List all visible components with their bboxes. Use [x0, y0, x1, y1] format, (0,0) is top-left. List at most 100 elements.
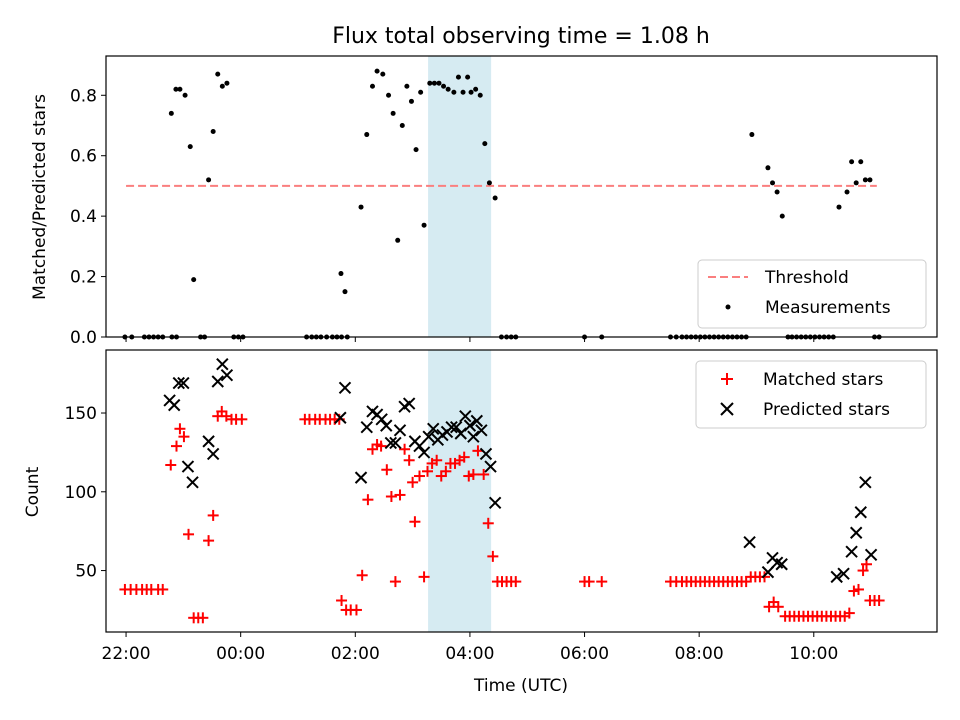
measurement-point: [445, 86, 451, 92]
x-tick-label: 06:00: [560, 644, 609, 664]
matched-star-point: [174, 423, 186, 435]
matched-star-point: [389, 576, 401, 588]
measurement-point: [338, 271, 344, 277]
matched-star-point: [403, 454, 415, 466]
y-tick-label: 50: [75, 562, 97, 582]
measurement-point: [486, 180, 492, 186]
predicted-star-point: [206, 447, 220, 461]
measurement-point: [436, 80, 442, 86]
matched-star-point: [350, 604, 362, 616]
x-tick-label: 08:00: [675, 644, 724, 664]
predicted-star-point: [854, 506, 867, 519]
top-legend: Threshold Measurements: [697, 259, 927, 329]
measurement-point: [206, 177, 212, 183]
measurement-point: [224, 80, 230, 86]
predicted-legend-swatch: [720, 402, 734, 416]
predicted-star-point: [445, 420, 458, 434]
predicted-star-point: [167, 398, 181, 412]
matched-legend-label: Matched stars: [763, 370, 883, 390]
measurement-point: [421, 222, 427, 228]
matched-star-point: [197, 612, 209, 624]
matched-star-point: [857, 565, 869, 577]
bottom-y-axis-label: Count: [23, 466, 43, 517]
matched-star-point: [381, 464, 393, 476]
matched-star-point: [336, 594, 348, 606]
predicted-star-point: [427, 422, 440, 435]
bottom-legend: Matched stars Predicted stars: [695, 360, 927, 429]
measurement-point: [849, 159, 855, 165]
matched-star-point: [399, 443, 411, 455]
predicted-star-point: [488, 496, 502, 510]
bottom-y-ticks: 50 100 150: [65, 404, 106, 582]
measurement-point: [374, 68, 380, 74]
x-tick-label: 10:00: [789, 644, 838, 664]
matched-legend-swatch: [721, 373, 733, 385]
matched-star-point: [510, 576, 522, 588]
y-tick-label: 0.0: [70, 328, 97, 348]
matched-star-point: [178, 431, 190, 443]
predicted-star-point: [743, 535, 756, 549]
matched-star-point: [385, 491, 397, 503]
predicted-star-point: [354, 471, 368, 484]
measurement-point: [455, 74, 461, 80]
top-x-ticks: [125, 337, 815, 342]
predicted-star-point: [845, 545, 858, 558]
matched-star-point: [418, 571, 430, 583]
predicted-star-point: [422, 430, 435, 443]
matched-star-point: [873, 594, 885, 606]
measurements-legend-label: Measurements: [765, 298, 891, 318]
measurement-point: [477, 92, 483, 98]
x-tick-label: 00:00: [216, 644, 265, 664]
measurement-point: [765, 165, 771, 171]
threshold-legend-label: Threshold: [764, 268, 849, 288]
measurement-point: [390, 110, 396, 116]
predicted-star-point: [380, 419, 393, 432]
measurement-point: [380, 71, 386, 77]
measurement-point: [749, 132, 755, 138]
matched-star-point: [440, 465, 452, 477]
matched-star-point: [467, 468, 479, 480]
measurement-point: [853, 180, 859, 186]
matched-star-point: [407, 476, 419, 488]
predicted-star-point: [181, 460, 195, 473]
measurement-point: [862, 177, 868, 183]
matched-star-point: [487, 550, 499, 562]
matched-star-point: [183, 528, 195, 540]
matched-star-point: [362, 494, 374, 506]
predicted-star-point: [470, 414, 484, 428]
matched-star-point: [852, 583, 864, 595]
matched-star-point: [375, 440, 387, 452]
y-tick-label: 0.6: [70, 147, 97, 167]
measurement-point: [364, 132, 370, 138]
measurement-point: [413, 147, 419, 153]
predicted-star-point: [220, 368, 234, 382]
x-tick-label: 04:00: [445, 644, 494, 664]
predicted-legend-label: Predicted stars: [763, 400, 890, 420]
measurement-point: [386, 92, 392, 98]
measurement-point: [418, 89, 424, 95]
matched-star-point: [843, 607, 855, 619]
measurement-point: [774, 189, 780, 195]
measurement-point: [191, 277, 197, 283]
matched-star-point: [772, 601, 784, 613]
measurement-point: [473, 86, 479, 92]
top-y-ticks: 0.0 0.2 0.4 0.6 0.8: [70, 86, 106, 348]
measurement-point: [465, 74, 471, 80]
measurement-point: [182, 92, 188, 98]
top-axes-frame: [105, 55, 938, 338]
measurement-point: [844, 189, 850, 195]
predicted-star-point: [761, 565, 775, 579]
predicted-star-point: [830, 570, 843, 584]
predicted-star-point: [859, 476, 872, 489]
measurement-point: [770, 180, 776, 186]
predicted-star-point: [334, 411, 347, 424]
predicted-star-point: [389, 436, 402, 450]
predicted-star-point: [338, 381, 352, 395]
x-tick-label: 22:00: [102, 644, 151, 664]
matched-star-point: [413, 470, 425, 482]
measurement-point: [219, 83, 225, 89]
measurement-point: [369, 83, 375, 89]
predicted-star-point: [449, 420, 463, 434]
bottom-x-ticks: 22:00 00:00 02:00 04:00 06:00 08:00 10:00: [102, 632, 838, 664]
